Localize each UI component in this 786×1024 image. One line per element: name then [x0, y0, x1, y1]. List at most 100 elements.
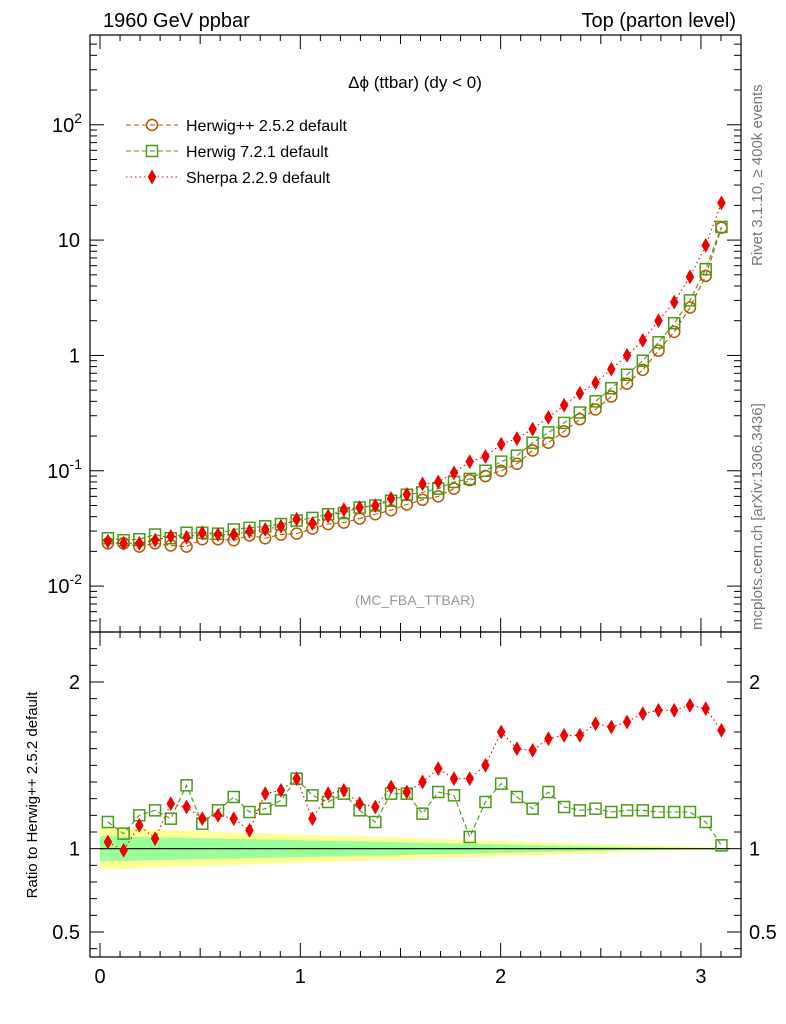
ratio-series-0-point-20 — [416, 807, 429, 820]
ratio-ytick-label-left-2: 2 — [69, 672, 80, 694]
ratio-series-1-point-20 — [418, 774, 427, 790]
main-series-2-point-12 — [292, 511, 301, 527]
main-series-0-point-34 — [636, 363, 650, 377]
main-series-1-point-26 — [510, 449, 524, 462]
main-series-2-point-34 — [638, 332, 648, 348]
main-series-1-point-27 — [526, 436, 539, 449]
main-series-2-point-13 — [308, 515, 317, 531]
main-series-2-point-38 — [701, 237, 710, 253]
ratio-series-1-point-23 — [465, 771, 475, 787]
ratio-plot-frame — [89, 631, 742, 958]
main-series-2-point-11 — [276, 518, 286, 534]
main-series-0-point-30 — [573, 412, 587, 426]
main-series-2-point-31 — [591, 375, 600, 391]
main-series-1-point-29 — [557, 416, 571, 430]
main-series-2-point-17 — [371, 497, 380, 513]
ratio-series-1-point-25 — [496, 724, 506, 740]
ratio-series-1-point-4 — [166, 796, 176, 812]
main-series-2-point-32 — [607, 361, 616, 377]
ratio-series-0-point-25 — [494, 777, 508, 790]
main-series-2-point-4 — [166, 528, 176, 544]
ratio-series-0-point-29 — [557, 800, 571, 814]
ratio-series-1-point-17 — [371, 799, 380, 815]
main-series-2-point-36 — [669, 294, 679, 310]
ratio-series-1-point-0 — [103, 834, 113, 850]
main-series-0-point-32 — [605, 390, 618, 403]
main-series-2-point-0 — [103, 533, 113, 549]
ratio-ytick-label-right-1: 1 — [749, 839, 760, 861]
main-series-1-point-28 — [542, 426, 555, 439]
main-series-1-point-37 — [683, 294, 697, 307]
ratio-series-0-point-31 — [589, 802, 602, 815]
ratio-series-0-point-5 — [180, 779, 193, 792]
main-plot-title: Δϕ (ttbar) (dy < 0) — [348, 73, 482, 92]
ratio-series-1-point-5 — [182, 799, 191, 815]
ratio-series-0-point-37 — [683, 805, 697, 819]
main-ytick-label-0: 10-2 — [47, 571, 82, 598]
main-series-0-point-20 — [416, 493, 429, 507]
ratio-series-1-point-15 — [339, 782, 349, 798]
legend-label-0: Herwig++ 2.5.2 default — [186, 118, 348, 135]
main-ytick-label-4: 102 — [52, 110, 82, 137]
main-series-0-point-35 — [652, 344, 665, 357]
ratio-series-1-point-31 — [591, 716, 600, 732]
ratio-series-0-point-0 — [101, 815, 115, 829]
legend-marker-0 — [145, 118, 159, 132]
ratio-series-0-point-26 — [510, 790, 524, 804]
ratio-series-1-point-35 — [654, 702, 663, 718]
main-series-2-point-27 — [528, 421, 537, 437]
main-series-2-point-16 — [355, 500, 364, 516]
main-series-1-point-35 — [652, 336, 665, 349]
ratio-series-1-point-10 — [260, 786, 270, 802]
main-series-1-point-38 — [699, 262, 712, 276]
ratio-series-1-point-29 — [559, 727, 569, 743]
main-series-2-point-26 — [512, 431, 522, 447]
main-series-0-point-22 — [447, 482, 461, 495]
main-series-0-point-26 — [510, 457, 524, 471]
main-series-2-point-33 — [622, 347, 632, 363]
ratio-ytick-label-right-0: 0.5 — [749, 922, 777, 944]
mcplots-label: mcplots.cern.ch [arXiv:1306.3436] — [749, 403, 766, 630]
ratio-ylabel: Ratio to Herwig++ 2.5.2 default — [24, 691, 41, 899]
main-series-2-point-37 — [685, 269, 695, 285]
ratio-series-1-point-32 — [607, 719, 616, 735]
ratio-series-0-point-30 — [573, 804, 587, 817]
main-series-2-point-15 — [339, 502, 349, 518]
main-series-0-point-29 — [557, 425, 571, 438]
main-series-1-point-30 — [573, 406, 587, 419]
ratio-series-line-1 — [107, 704, 722, 852]
main-series-0-point-28 — [542, 436, 555, 449]
header-left-label: 1960 GeV ppbar — [103, 10, 250, 32]
ratio-series-0-point-39 — [715, 839, 728, 852]
ratio-xtick-label-1: 1 — [295, 966, 306, 988]
main-series-2-point-20 — [418, 476, 427, 492]
ratio-series-1-point-12 — [292, 771, 301, 787]
ratio-series-0-point-32 — [605, 805, 618, 819]
analysis-tag: (MC_FBA_TTBAR) — [355, 592, 475, 608]
main-series-1-point-36 — [667, 317, 681, 330]
ratio-series-1-point-24 — [481, 757, 490, 773]
ratio-series-1-point-13 — [308, 811, 317, 827]
ratio-series-0-point-27 — [526, 802, 539, 815]
ratio-ytick-label-left-0: 0.5 — [52, 922, 80, 944]
ratio-series-0-point-38 — [699, 815, 712, 829]
main-series-0-point-21 — [432, 490, 445, 503]
main-series-2-point-2 — [135, 535, 144, 551]
main-series-1-point-25 — [494, 455, 508, 468]
main-series-2-point-19 — [402, 486, 412, 502]
legend-label-1: Herwig 7.2.1 default — [186, 144, 329, 161]
ratio-series-0-point-13 — [306, 789, 319, 802]
ratio-series-1-point-27 — [528, 742, 537, 758]
main-series-group — [101, 195, 728, 553]
ratio-series-0-point-24 — [479, 795, 492, 809]
ratio-series-0-point-28 — [542, 785, 555, 799]
ratio-series-1-point-2 — [135, 817, 144, 833]
ratio-series-1-point-18 — [386, 779, 396, 795]
ratio-series-1-point-36 — [669, 702, 679, 718]
main-series-1-point-31 — [589, 395, 602, 408]
main-series-2-point-23 — [465, 454, 475, 470]
ratio-series-1-point-39 — [717, 722, 726, 738]
ratio-ytick-label-left-1: 1 — [69, 839, 80, 861]
rivet-version-label: Rivet 3.1.10, ≥ 400k events — [749, 84, 766, 266]
